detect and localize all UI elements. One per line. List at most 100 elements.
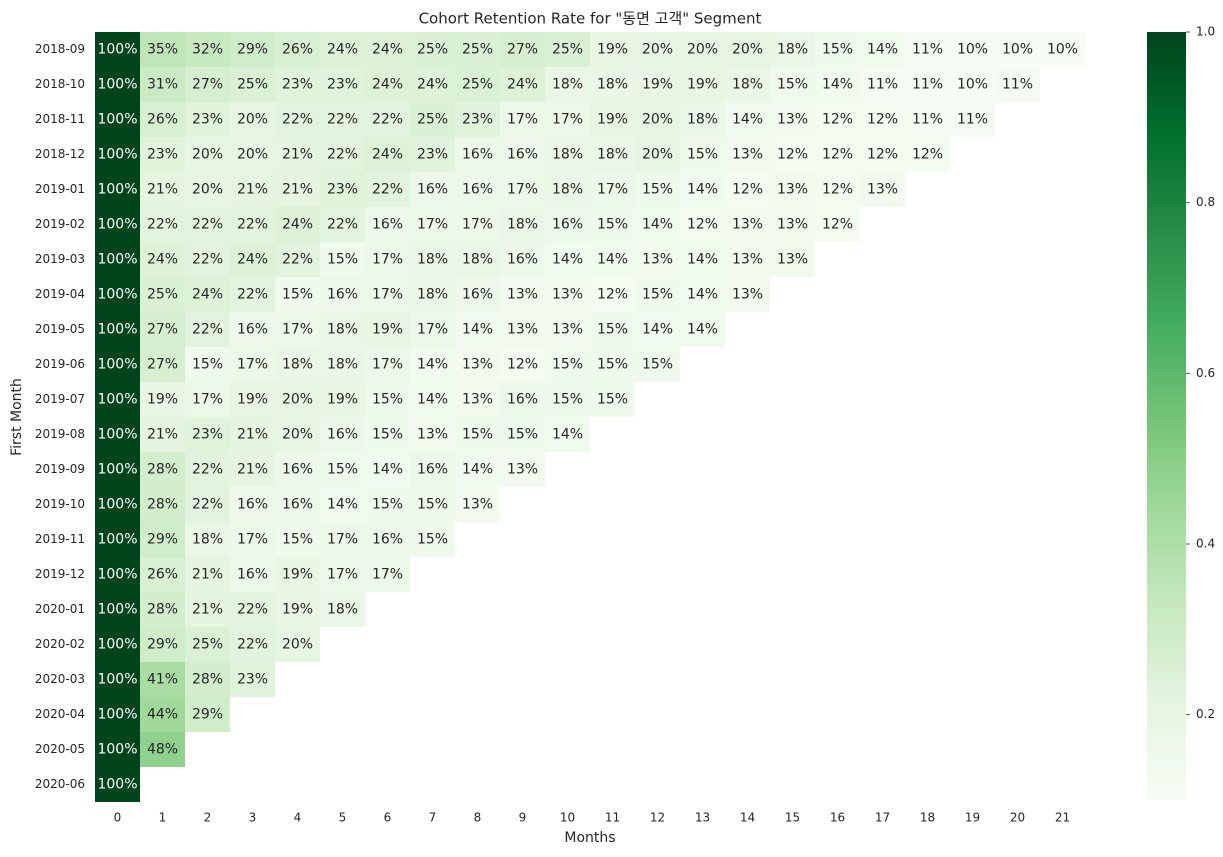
cell-label: 22% [192,217,223,233]
cell-label: 14% [462,322,493,338]
cell [185,697,230,732]
cell-label: 12% [822,217,853,233]
cell [950,102,995,137]
cell-label: 14% [372,462,403,478]
cell-label: 18% [327,322,358,338]
y-tick-label: 2018-10 [35,77,85,91]
cell-label: 13% [552,322,583,338]
cell-label: 10% [1047,42,1078,58]
cell-label: 21% [282,147,313,163]
cell [365,487,410,522]
cell-label: 23% [327,77,358,93]
colorbar-tick-label: 1.0 [1196,25,1215,39]
cell-label: 24% [282,217,313,233]
cell-label: 16% [237,322,268,338]
cell [995,32,1040,67]
cell [725,137,770,172]
cell-label: 21% [147,182,178,198]
cell-label: 24% [417,77,448,93]
cell [320,32,365,67]
cell [815,32,860,67]
cell-label: 22% [372,182,403,198]
cell [230,487,275,522]
cell [320,557,365,592]
cell-label: 14% [327,497,358,513]
cell [680,67,725,102]
cell-label: 14% [687,182,718,198]
cell [365,347,410,382]
cell [725,32,770,67]
cell-label: 31% [147,77,178,93]
y-tick-label: 2018-09 [35,42,85,56]
cell [725,242,770,277]
x-tick-label: 5 [339,811,347,825]
cell [230,522,275,557]
cell-label: 19% [282,602,313,618]
cell [140,207,185,242]
x-tick-label: 10 [560,811,575,825]
cell-label: 16% [507,147,538,163]
cell-label: 100% [97,287,137,303]
cell-label: 13% [732,287,763,303]
cell [500,452,545,487]
cell-label: 23% [327,182,358,198]
cell-label: 19% [597,42,628,58]
cell [365,522,410,557]
cell-label: 15% [597,322,628,338]
cell [320,67,365,102]
cell [365,102,410,137]
y-tick-label: 2020-03 [35,672,85,686]
cell [950,32,995,67]
cell [680,172,725,207]
y-tick-label: 2020-04 [35,707,85,721]
cell [230,452,275,487]
cell [95,662,140,697]
cell-label: 25% [147,287,178,303]
x-tick-label: 3 [249,811,257,825]
cell [365,417,410,452]
cell-label: 22% [372,112,403,128]
cell [275,102,320,137]
x-tick-label: 20 [1010,811,1025,825]
cell-label: 21% [147,427,178,443]
cell [500,137,545,172]
cell [140,487,185,522]
cell-label: 100% [97,707,137,723]
cell-label: 16% [327,427,358,443]
cell [410,137,455,172]
cell [635,207,680,242]
x-tick-label: 11 [605,811,620,825]
colorbar-tick-label: 0.4 [1196,537,1215,551]
cell [95,137,140,172]
cell-label: 18% [462,252,493,268]
cell-label: 18% [417,252,448,268]
y-tick-label: 2019-02 [35,217,85,231]
cell-label: 25% [462,77,493,93]
cell-label: 12% [867,112,898,128]
cell-label: 25% [462,42,493,58]
cell-label: 12% [597,287,628,303]
cell-label: 17% [507,182,538,198]
cell [410,172,455,207]
cell-label: 18% [417,287,448,303]
cell [545,67,590,102]
cell-label: 32% [192,42,223,58]
cell [185,312,230,347]
cell-label: 20% [642,147,673,163]
cell-label: 15% [372,427,403,443]
cell-label: 12% [822,182,853,198]
cell [230,417,275,452]
cell-label: 10% [1002,42,1033,58]
cell [275,592,320,627]
y-tick-label: 2020-01 [35,602,85,616]
cell-label: 24% [507,77,538,93]
cell [320,172,365,207]
cell [815,172,860,207]
cell [230,662,275,697]
cell-label: 14% [597,252,628,268]
cell-label: 13% [732,217,763,233]
cell [365,32,410,67]
cell-label: 21% [192,602,223,618]
cell [275,172,320,207]
